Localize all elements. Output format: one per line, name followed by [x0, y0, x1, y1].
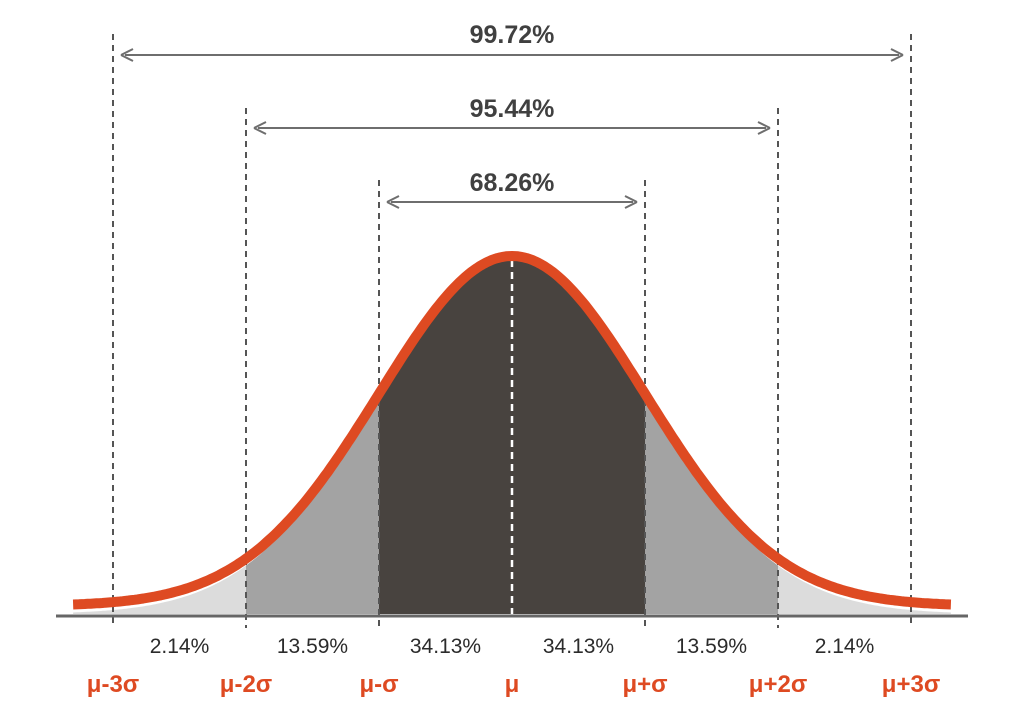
bracket-label: 99.72%	[470, 21, 555, 49]
sigma-guide-lines	[112, 34, 912, 628]
region-fill-1	[113, 565, 246, 614]
right-tail-fill	[911, 610, 951, 614]
region-fill-4	[512, 256, 645, 614]
right-arrowhead	[757, 121, 771, 135]
region-percent-label: 34.13%	[410, 635, 481, 658]
left-arrowhead	[253, 121, 267, 135]
tick-label: μ+3σ	[882, 671, 940, 698]
percentage-brackets: 68.26% 95.44% 99.72%	[120, 21, 904, 209]
right-arrowhead	[624, 195, 638, 209]
region-fill-6	[778, 565, 911, 614]
tick-label: μ+σ	[622, 671, 667, 698]
left-tail-fill	[73, 610, 113, 614]
curve-layer	[71, 251, 953, 610]
region-percent-label: 2.14%	[150, 635, 210, 658]
tick-label: μ-2σ	[220, 671, 272, 698]
bracket-label: 68.26%	[470, 169, 555, 197]
region-percent-label: 13.59%	[277, 635, 348, 658]
bracket-68.26%: 68.26%	[386, 169, 638, 209]
right-arrowhead	[890, 48, 904, 62]
region-percent-label: 2.14%	[815, 635, 875, 658]
region-fill-3	[379, 256, 512, 614]
tick-label: μ	[505, 671, 520, 698]
tick-label: μ-σ	[359, 671, 398, 698]
region-percent-labels: 2.14% 13.59% 34.13% 34.13% 13.59% 2.14%	[150, 635, 875, 658]
region-percent-label: 13.59%	[676, 635, 747, 658]
tick-label: μ-3σ	[87, 671, 139, 698]
bracket-95.44%: 95.44%	[253, 95, 771, 135]
bracket-label: 95.44%	[470, 95, 555, 123]
sigma-tick-labels: μ-3σ μ-2σ μ-σ μ μ+σ μ+2σ μ+3σ	[87, 671, 940, 698]
region-percent-label: 34.13%	[543, 635, 614, 658]
bracket-99.72%: 99.72%	[120, 21, 904, 62]
left-arrowhead	[120, 48, 134, 62]
tick-label: μ+2σ	[749, 671, 807, 698]
left-arrowhead	[386, 195, 400, 209]
bell-curve	[71, 251, 953, 610]
